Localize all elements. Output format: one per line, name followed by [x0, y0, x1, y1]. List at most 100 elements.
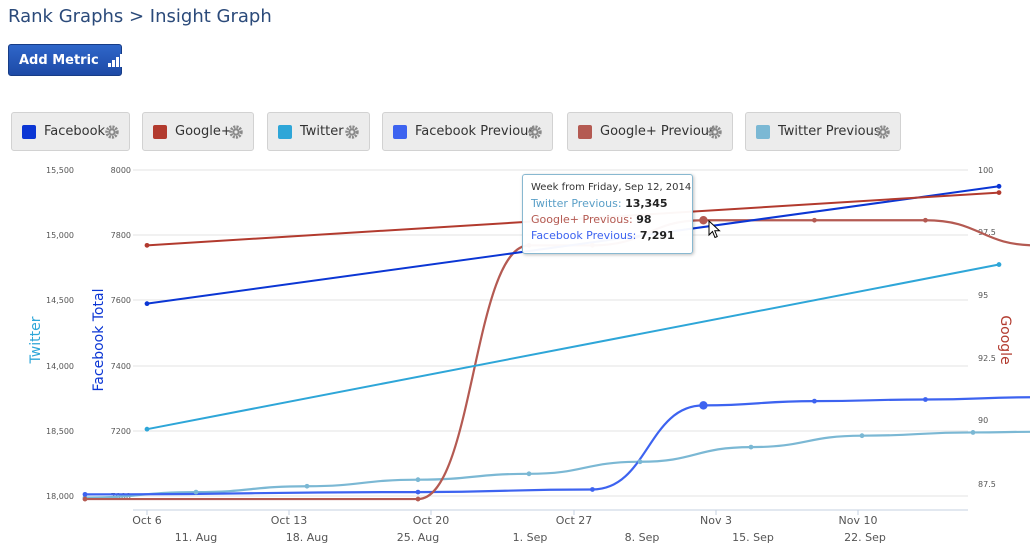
tooltip-value: 13,345	[625, 197, 668, 210]
data-point-google-plus-previous[interactable]	[699, 216, 708, 225]
tooltip: Week from Friday, Sep 12, 2014 Twitter P…	[522, 174, 693, 254]
legend-item-facebook-previous[interactable]: Facebook Previous	[382, 112, 553, 151]
google-axis-title: Google	[997, 315, 1013, 364]
legend-item-twitter[interactable]: Twitter	[267, 112, 370, 151]
breadcrumb-text: Rank Graphs > Insight Graph	[8, 6, 272, 27]
data-point-twitter-previous[interactable]	[748, 444, 754, 450]
data-point-facebook-previous[interactable]	[82, 491, 88, 497]
data-point-facebook-previous[interactable]	[590, 487, 595, 492]
twitter-tick-label: 18,500	[46, 427, 74, 436]
data-point-twitter-previous[interactable]	[526, 471, 532, 477]
series-line-twitter[interactable]	[146, 263, 1000, 431]
twitter-tick-label: 18,000	[46, 492, 74, 501]
x-bottom-tick-label: 11. Aug	[175, 531, 217, 544]
data-point-twitter-previous[interactable]	[304, 483, 310, 489]
data-point-twitter-previous[interactable]	[193, 489, 199, 495]
twitter-tick-label: 15,000	[46, 231, 74, 240]
google-plus-color-swatch	[153, 124, 167, 139]
breadcrumb: Rank Graphs > Insight Graph	[8, 6, 272, 27]
facebook-previous-color-swatch	[393, 124, 407, 139]
x-top-tick-label: Oct 27	[556, 514, 593, 527]
data-point-google-plus[interactable]	[144, 242, 150, 248]
data-point-twitter-previous[interactable]	[859, 433, 865, 439]
facebook-tick-label: 7400	[111, 362, 131, 371]
legend-label-twitter-previous: Twitter Previous	[778, 124, 881, 139]
series-line-twitter-previous[interactable]	[84, 430, 1030, 499]
data-point-facebook-previous[interactable]	[812, 398, 817, 404]
data-point-facebook-previous[interactable]	[699, 401, 708, 410]
gear-icon[interactable]	[105, 125, 119, 139]
data-point-twitter-previous[interactable]	[970, 430, 976, 435]
tooltip-row-facebook-previous: Facebook Previous: 7,291	[531, 228, 684, 244]
legend-label-facebook: Facebook	[44, 124, 106, 139]
x-bottom-tick-label: 22. Sep	[844, 531, 886, 544]
data-point-twitter[interactable]	[996, 262, 1002, 267]
gear-icon[interactable]	[229, 125, 243, 139]
x-bottom-tick-label: 25. Aug	[397, 531, 439, 544]
data-point-facebook[interactable]	[144, 301, 150, 307]
data-point-facebook-previous[interactable]	[923, 397, 928, 402]
legend-item-google-plus-previous[interactable]: Google+ Previous	[567, 112, 733, 151]
x-top-tick-label: Nov 10	[839, 514, 878, 527]
legend-label-google-plus-previous: Google+ Previous	[600, 124, 716, 139]
facebook-axis-title: Facebook Total	[91, 289, 107, 392]
google-tick-label: 92.5	[978, 354, 996, 363]
insight-graph[interactable]: 18,00018,50014,00014,50015,00015,5007000…	[0, 160, 1030, 558]
data-point-google-plus[interactable]	[996, 190, 1002, 196]
add-metric-button[interactable]: Add Metric	[8, 44, 123, 76]
axis-ticks: 18,00018,50014,00014,50015,00015,5007000…	[46, 166, 996, 544]
x-top-tick-label: Oct 13	[271, 514, 308, 527]
data-point-facebook-previous[interactable]	[415, 489, 421, 495]
add-metric-label: Add Metric	[19, 52, 99, 68]
google-plus-previous-color-swatch	[578, 124, 592, 139]
data-point-twitter-previous[interactable]	[637, 459, 643, 465]
tooltip-label: Facebook Previous:	[531, 229, 640, 242]
tooltip-value: 98	[636, 213, 652, 226]
facebook-tick-label: 7200	[111, 427, 131, 436]
x-top-tick-label: Nov 3	[700, 514, 732, 527]
google-tick-label: 100	[978, 166, 993, 175]
data-point-twitter-previous[interactable]	[415, 477, 421, 483]
gear-icon[interactable]	[708, 125, 722, 139]
legend-item-google-plus[interactable]: Google+	[142, 112, 254, 151]
legend-item-twitter-previous[interactable]: Twitter Previous	[745, 112, 901, 151]
tooltip-label: Google+ Previous:	[531, 213, 637, 226]
x-bottom-tick-label: 15. Sep	[732, 531, 774, 544]
data-point-google-plus-previous[interactable]	[923, 217, 928, 223]
google-tick-label: 95	[978, 291, 988, 300]
tooltip-title: Week from Friday, Sep 12, 2014	[531, 182, 692, 193]
data-point-facebook[interactable]	[996, 183, 1002, 189]
gear-icon[interactable]	[345, 125, 359, 139]
x-bottom-tick-label: 1. Sep	[513, 531, 548, 544]
gear-icon[interactable]	[876, 125, 890, 139]
series-line-facebook-previous[interactable]	[84, 396, 1030, 496]
mouse-cursor-icon	[708, 220, 721, 239]
data-point-twitter[interactable]	[144, 426, 150, 432]
twitter-tick-label: 14,500	[46, 296, 74, 305]
tooltip-value: 7,291	[639, 229, 675, 242]
x-top-tick-label: Oct 6	[132, 514, 162, 527]
legend-label-google-plus: Google+	[175, 124, 232, 139]
twitter-color-swatch	[278, 124, 292, 139]
google-tick-label: 97.5	[978, 228, 996, 237]
tooltip-row-twitter-previous: Twitter Previous: 13,345	[531, 196, 684, 212]
twitter-axis-title: Twitter	[28, 316, 44, 364]
facebook-tick-label: 8000	[111, 166, 131, 175]
tooltip-label: Twitter Previous:	[531, 197, 626, 210]
data-point-google-plus-previous[interactable]	[82, 496, 88, 502]
legend-item-facebook[interactable]: Facebook	[11, 112, 130, 151]
bar-chart-icon	[107, 53, 123, 67]
data-point-google-plus-previous[interactable]	[812, 217, 817, 223]
google-tick-label: 87.5	[978, 480, 996, 489]
gear-icon[interactable]	[528, 125, 542, 139]
legend-label-facebook-previous: Facebook Previous	[415, 124, 536, 139]
facebook-tick-label: 7600	[111, 296, 131, 305]
twitter-tick-label: 14,000	[46, 362, 74, 371]
series-line-google-plus-previous[interactable]	[84, 219, 1030, 501]
data-point-google-plus-previous[interactable]	[415, 496, 421, 502]
twitter-tick-label: 15,500	[46, 166, 74, 175]
x-top-tick-label: Oct 20	[413, 514, 450, 527]
facebook-color-swatch	[22, 124, 36, 139]
google-tick-label: 90	[978, 416, 988, 425]
legend-label-twitter: Twitter	[300, 124, 344, 139]
